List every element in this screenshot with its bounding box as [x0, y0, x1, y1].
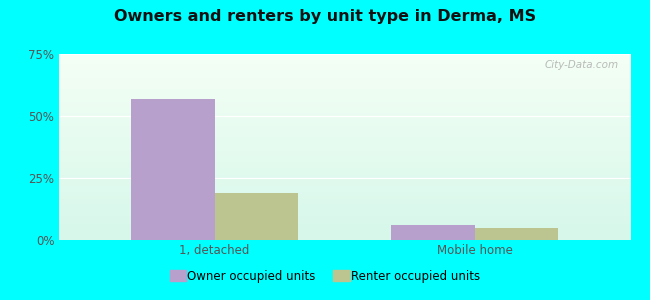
Text: City-Data.com: City-Data.com: [545, 60, 619, 70]
Bar: [214, 193, 298, 240]
Bar: [474, 228, 558, 240]
Text: Owners and renters by unit type in Derma, MS: Owners and renters by unit type in Derma…: [114, 9, 536, 24]
Legend: Owner occupied units, Renter occupied units: Owner occupied units, Renter occupied un…: [165, 266, 485, 288]
Bar: [131, 99, 214, 240]
Bar: [391, 225, 474, 240]
